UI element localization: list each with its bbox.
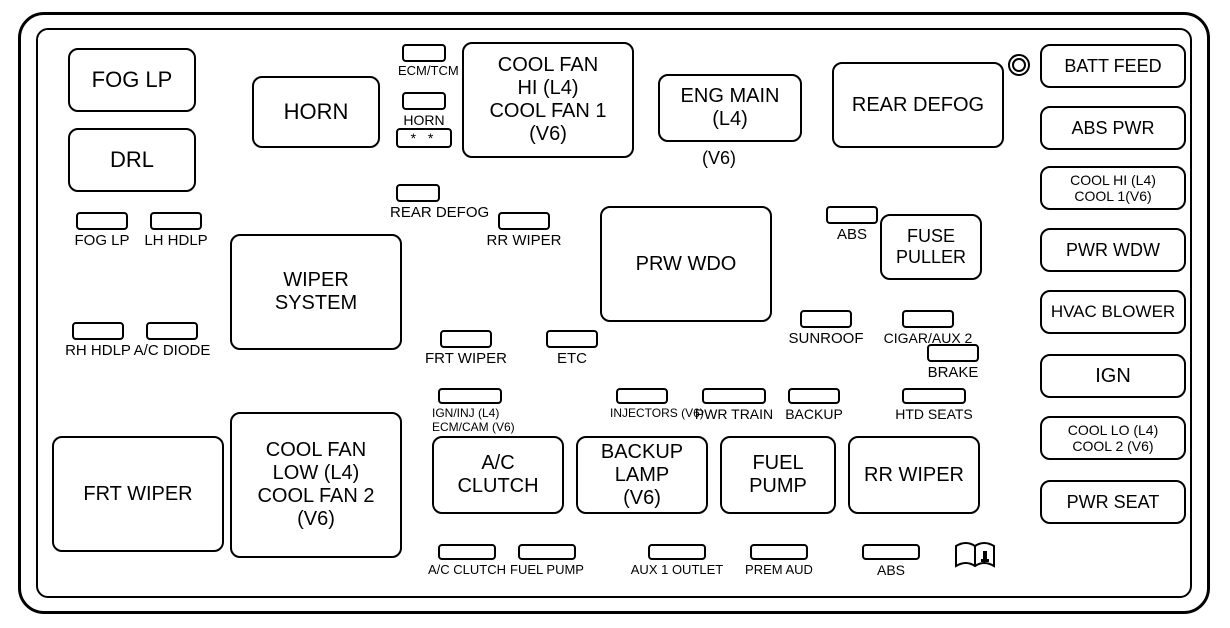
relay-eng-main: ENG MAIN(L4) (658, 74, 802, 142)
eng-main-v6-label: (V6) (702, 148, 736, 169)
fuse-label-m-horn: HORN (403, 112, 444, 128)
fuse-m-accl (438, 544, 496, 560)
fuse-label-m-abs: ABS (837, 226, 867, 243)
fuse-label-m-pwrtr: PWR TRAIN (695, 406, 773, 422)
fuse-label-m-reardefog: REAR DEFOG (390, 204, 489, 221)
relay-horn: HORN (252, 76, 380, 148)
fuse-m-htdst (902, 388, 966, 404)
fuse-m-lhhdlp (150, 212, 202, 230)
mounting-screw-icon (1008, 54, 1030, 76)
fuse-label-m-frtwip: FRT WIPER (425, 350, 507, 367)
relay-abs-pwr: ABS PWR (1040, 106, 1186, 150)
fuse-m-reardefog (396, 184, 440, 202)
fuse-label-m-etc: ETC (557, 350, 587, 367)
fuse-m-backup (788, 388, 840, 404)
fuse-m-igninj (438, 388, 502, 404)
relay-hvac-blower: HVAC BLOWER (1040, 290, 1186, 334)
relay-drl: DRL (68, 128, 196, 192)
fuse-label-m-htdst: HTD SEATS (895, 406, 973, 422)
relay-pwr-wdw: PWR WDW (1040, 228, 1186, 272)
relay-frt-wiper-r: FRT WIPER (52, 436, 224, 552)
fuse-label-m-inj: INJECTORS (V6) (610, 406, 704, 420)
fuse-m-cigar (902, 310, 954, 328)
relay-fog-lp: FOG LP (68, 48, 196, 112)
fuse-m-rhhdlp (72, 322, 124, 340)
fuse-label-m-backup: BACKUP (785, 406, 843, 422)
fuse-m-abs (826, 206, 878, 224)
fuse-label-m-accl: A/C CLUTCH (428, 562, 506, 577)
relay-fuse-puller: FUSEPULLER (880, 214, 982, 280)
fuse-m-brake (927, 344, 979, 362)
relay-wiper-system: WIPERSYSTEM (230, 234, 402, 350)
relay-ac-clutch-r: A/CCLUTCH (432, 436, 564, 514)
fuse-m-pwrtr (702, 388, 766, 404)
manual-icon (954, 540, 996, 570)
fuse-label-m-aux1: AUX 1 OUTLET (631, 562, 723, 577)
relay-batt-feed: BATT FEED (1040, 44, 1186, 88)
fuse-label-m-fuelp: FUEL PUMP (510, 562, 584, 577)
relay-ign: IGN (1040, 354, 1186, 398)
fuse-m-ecm-tcm (402, 44, 446, 62)
fuse-label-m-abs2: ABS (877, 562, 905, 578)
fuse-m-abs2 (862, 544, 920, 560)
fuse-m-horn (402, 92, 446, 110)
relay-cool-fan-hi: COOL FANHI (L4)COOL FAN 1(V6) (462, 42, 634, 158)
relay-cool-hi: COOL HI (L4)COOL 1(V6) (1040, 166, 1186, 210)
fuse-label-m-ecm-tcm: ECM/TCM (398, 63, 459, 78)
relay-prw-wdo: PRW WDO (600, 206, 772, 322)
fuse-m-foglp (76, 212, 128, 230)
relay-rr-wiper-r: RR WIPER (848, 436, 980, 514)
fuse-label-m-foglp: FOG LP (74, 232, 129, 249)
fuse-m-sunrf (800, 310, 852, 328)
fuse-m-acd (146, 322, 198, 340)
relay-backup-lamp: BACKUPLAMP(V6) (576, 436, 708, 514)
fuse-m-rrwipe (498, 212, 550, 230)
fuse-box-diagram: FOG LP DRL HORN COOL FANHI (L4)COOL FAN 1(V… (0, 0, 1230, 628)
relay-fuel-pump-r: FUELPUMP (720, 436, 836, 514)
fuse-label-m-sunrf: SUNROOF (789, 330, 864, 347)
fuse-m-star: * * (396, 128, 452, 148)
fuse-m-prem (750, 544, 808, 560)
fuse-label-m-acd: A/C DIODE (134, 342, 211, 359)
fuse-m-etc (546, 330, 598, 348)
fuse-label-m-rhhdlp: RH HDLP (65, 342, 131, 359)
fuse-label-m-rrwipe: RR WIPER (487, 232, 562, 249)
relay-cool-lo: COOL LO (L4)COOL 2 (V6) (1040, 416, 1186, 460)
fuse-label-m-igninj: IGN/INJ (L4)ECM/CAM (V6) (432, 406, 515, 434)
fuse-m-aux1 (648, 544, 706, 560)
fuse-label-m-prem: PREM AUD (745, 562, 813, 577)
fuse-m-fuelp (518, 544, 576, 560)
relay-rear-defog-r: REAR DEFOG (832, 62, 1004, 148)
fuse-label-m-brake: BRAKE (928, 364, 979, 381)
relay-pwr-seat: PWR SEAT (1040, 480, 1186, 524)
fuse-m-inj (616, 388, 668, 404)
fuse-m-frtwip (440, 330, 492, 348)
fuse-label-m-lhhdlp: LH HDLP (144, 232, 207, 249)
relay-cool-fan-lo: COOL FANLOW (L4)COOL FAN 2(V6) (230, 412, 402, 558)
